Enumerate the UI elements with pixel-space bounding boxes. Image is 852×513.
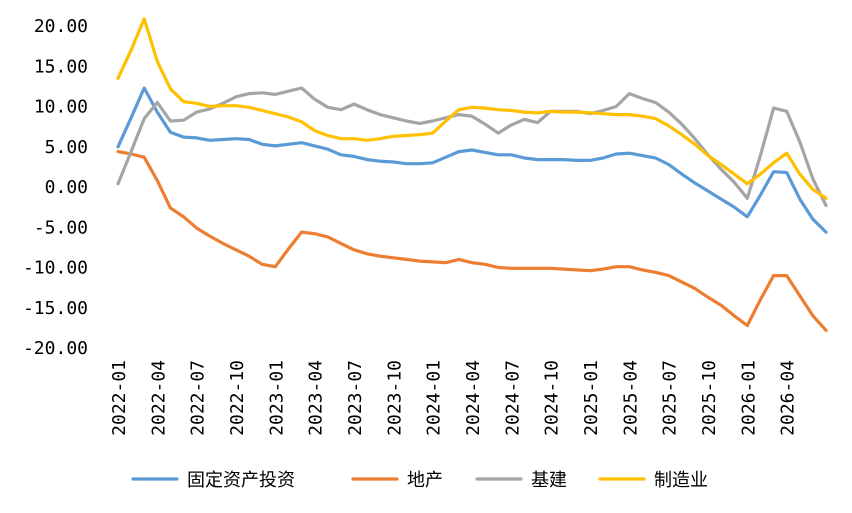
legend-label: 固定资产投资 [187,470,295,491]
y-tick-label: -5.00 [34,217,88,238]
y-tick-label: -15.00 [23,298,88,319]
x-tick-label: 2025-10 [699,360,720,436]
legend: 固定资产投资 地产 基建 制造业 [131,470,708,491]
x-tick-label: 2022-10 [227,360,248,436]
legend-label: 基建 [531,470,567,491]
legend-label: 地产 [407,470,443,491]
series-line-3 [116,17,828,200]
series-line-0 [116,86,828,234]
x-tick-label: 2024-07 [502,360,523,436]
y-tick-label: 20.00 [34,16,88,37]
y-axis: 20.00 15.00 10.00 5.00 0.00 -5.00 -10.00 -15.00… [23,16,88,359]
y-tick-label: -10.00 [23,258,88,279]
x-tick-label: 2022-07 [188,360,209,436]
series-line-1 [116,150,828,332]
x-tick-label: 2023-07 [345,360,366,436]
plot-area [116,17,828,332]
x-tick-label: 2022-04 [148,360,169,436]
x-tick-label: 2023-04 [306,360,327,436]
x-tick-label: 2025-07 [660,360,681,436]
x-tick-label: 2024-10 [542,360,563,436]
x-tick-label: 2025-04 [620,360,641,436]
y-tick-label: 10.00 [34,97,88,118]
y-tick-label: 5.00 [45,137,88,158]
x-tick-label: 2024-04 [463,360,484,436]
x-tick-label: 2026-01 [738,360,759,436]
y-tick-label: 0.00 [45,177,88,198]
y-tick-label: -20.00 [23,338,88,359]
legend-label: 制造业 [654,470,708,491]
x-tick-label: 2023-01 [266,360,287,436]
y-tick-label: 15.00 [34,56,88,77]
x-tick-label: 2025-01 [581,360,602,436]
x-tick-label: 2026-04 [778,360,799,436]
x-tick-label: 2023-10 [384,360,405,436]
x-tick-label: 2022-01 [109,360,130,436]
x-axis: 2022-01 2022-04 2022-07 2022-10 2023-01 2023-… [109,360,799,436]
x-tick-label: 2024-01 [424,360,445,436]
